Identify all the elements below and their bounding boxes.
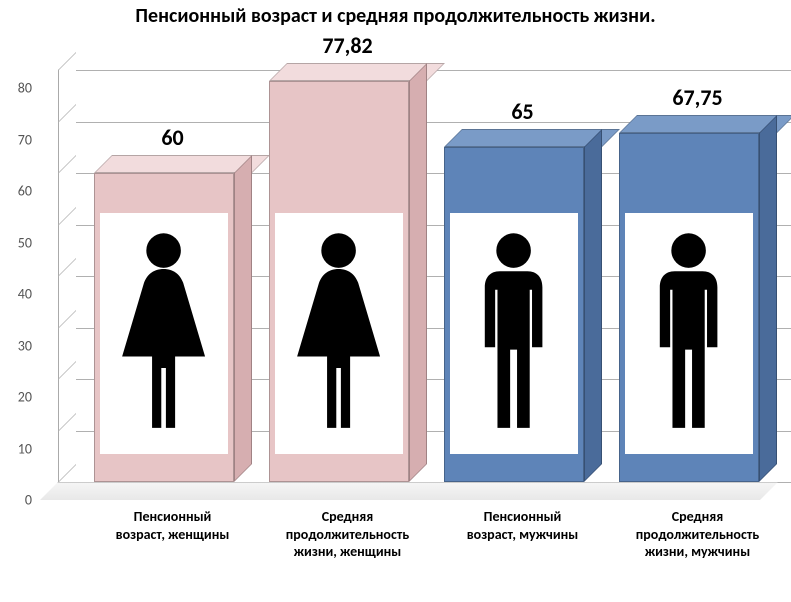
side-grid-line	[58, 52, 76, 71]
y-tick-label: 30	[18, 337, 58, 354]
x-label-life_women: Средняяпродолжительностьжизни, женщины	[260, 508, 435, 561]
value-label-life_men: 67,75	[672, 84, 722, 111]
y-tick-label: 70	[18, 131, 58, 148]
bar-pension_women	[94, 173, 234, 482]
bar-side	[759, 115, 777, 482]
bar-side	[409, 63, 427, 482]
y-tick-label: 10	[18, 440, 58, 457]
bar-side	[584, 129, 602, 482]
y-tick-label: 80	[18, 80, 58, 97]
y-tick-label: 0	[25, 492, 58, 509]
y-tick-label: 50	[18, 234, 58, 251]
plot-area: 6077,826567,75 01020304050607080	[58, 70, 778, 500]
bar-side	[234, 155, 252, 482]
value-label-life_women: 77,82	[322, 32, 372, 59]
y-tick-label: 20	[18, 389, 58, 406]
value-label-pension_women: 60	[161, 124, 183, 151]
y-tick-label: 60	[18, 183, 58, 200]
bars-container: 6077,826567,75	[58, 70, 778, 500]
y-tick-label: 40	[18, 286, 58, 303]
value-label-pension_men: 65	[511, 98, 533, 125]
male-icon	[625, 213, 753, 454]
x-label-life_men: Средняяпродолжительностьжизни, мужчины	[610, 508, 785, 561]
bar-pension_men	[444, 147, 584, 482]
bar-life_men	[619, 133, 759, 482]
chart-title: Пенсионный возраст и средняя продолжител…	[0, 4, 791, 28]
x-label-pension_men: Пенсионныйвозраст, мужчины	[435, 508, 610, 543]
female-icon	[100, 213, 228, 454]
bar-life_women	[269, 81, 409, 482]
x-label-pension_women: Пенсионныйвозраст, женщины	[85, 508, 260, 543]
female-icon	[275, 213, 403, 454]
male-icon	[450, 213, 578, 454]
